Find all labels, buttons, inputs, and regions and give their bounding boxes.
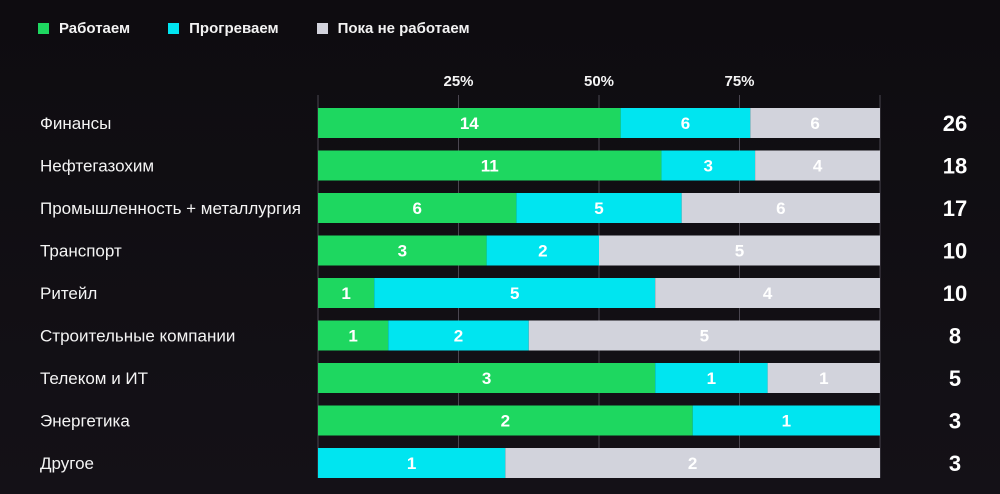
segment-value-label: 5 [735, 242, 744, 261]
segment-value-label: 4 [813, 157, 823, 176]
row-total-label: 18 [943, 154, 967, 179]
segment-value-label: 2 [688, 454, 697, 473]
legend-swatch-working [38, 23, 49, 34]
x-tick-label: 50% [584, 73, 614, 90]
segment-value-label: 3 [482, 369, 491, 388]
bar-segment [661, 150, 756, 181]
category-label: Энергетика [40, 412, 130, 431]
segment-value-label: 1 [348, 327, 357, 346]
bar-segment [750, 108, 880, 138]
segment-value-label: 1 [819, 369, 828, 388]
row-total-label: 17 [943, 196, 967, 221]
x-tick-label: 75% [724, 73, 754, 90]
segment-value-label: 5 [594, 199, 603, 218]
row-total-label: 8 [949, 324, 961, 349]
row-total-label: 5 [949, 366, 961, 391]
segment-value-label: 1 [707, 369, 716, 388]
category-label: Другое [40, 454, 94, 473]
bar-segment [620, 108, 751, 138]
bar-segment [318, 405, 693, 436]
bar-segment [655, 278, 880, 308]
bar-segment [528, 320, 880, 351]
row-total-label: 10 [943, 239, 967, 264]
legend-item-working: Работаем [38, 20, 130, 37]
legend-swatch-not-working [316, 23, 328, 34]
segment-value-label: 2 [501, 412, 510, 431]
bar-segment [681, 193, 880, 223]
bar-segment [655, 363, 768, 393]
segment-value-label: 6 [810, 114, 819, 133]
chart-legend: Работаем Прогреваем Пока не работаем [38, 20, 508, 37]
bar-segment [318, 193, 517, 223]
segment-value-label: 6 [681, 114, 690, 133]
category-label: Промышленность + металлургия [40, 199, 301, 218]
segment-value-label: 5 [700, 327, 709, 346]
legend-label-working: Работаем [59, 20, 131, 37]
segment-value-label: 1 [341, 284, 350, 303]
bar-segment [505, 448, 880, 478]
segment-value-label: 1 [782, 412, 791, 431]
category-label: Транспорт [40, 242, 122, 261]
legend-item-not-working: Пока не работаем [316, 20, 470, 37]
legend-label-warming: Прогреваем [189, 20, 279, 37]
legend-item-warming: Прогреваем [168, 20, 279, 37]
bar-segment [318, 108, 621, 138]
row-total-label: 3 [949, 409, 961, 434]
bar-segment [318, 278, 375, 308]
segment-value-label: 3 [704, 157, 713, 176]
segment-value-label: 6 [776, 199, 785, 218]
segment-value-label: 14 [460, 114, 479, 133]
segment-value-label: 2 [454, 327, 463, 346]
category-label: Телеком и ИТ [40, 369, 148, 388]
segment-value-label: 5 [510, 284, 519, 303]
category-label: Строительные компании [40, 327, 235, 346]
row-total-label: 10 [943, 281, 967, 306]
bar-segment [318, 150, 662, 181]
category-label: Финансы [40, 114, 111, 133]
segment-value-label: 3 [398, 242, 407, 261]
bar-segment [318, 320, 389, 351]
bar-segment [374, 278, 656, 308]
bar-segment [486, 235, 599, 266]
bar-segment [516, 193, 682, 223]
segment-value-label: 6 [412, 199, 421, 218]
bar-segment [692, 405, 880, 436]
segment-value-label: 1 [407, 454, 416, 473]
row-total-label: 3 [949, 451, 961, 476]
bar-segment [318, 235, 487, 266]
category-label: Ритейл [40, 284, 97, 303]
category-label: Нефтегазохим [40, 157, 154, 176]
legend-swatch-warming [168, 23, 180, 34]
segment-value-label: 4 [763, 284, 773, 303]
x-tick-label: 25% [443, 73, 473, 90]
legend-label-not-working: Пока не работаем [337, 20, 470, 37]
segment-value-label: 2 [538, 242, 547, 261]
bar-segment [599, 235, 880, 266]
bar-segment [318, 363, 656, 393]
bar-segment [318, 448, 506, 478]
row-total-label: 26 [943, 111, 967, 136]
bar-segment [755, 150, 880, 181]
segment-value-label: 11 [481, 157, 499, 176]
bar-segment [388, 320, 529, 351]
bar-segment [767, 363, 880, 393]
